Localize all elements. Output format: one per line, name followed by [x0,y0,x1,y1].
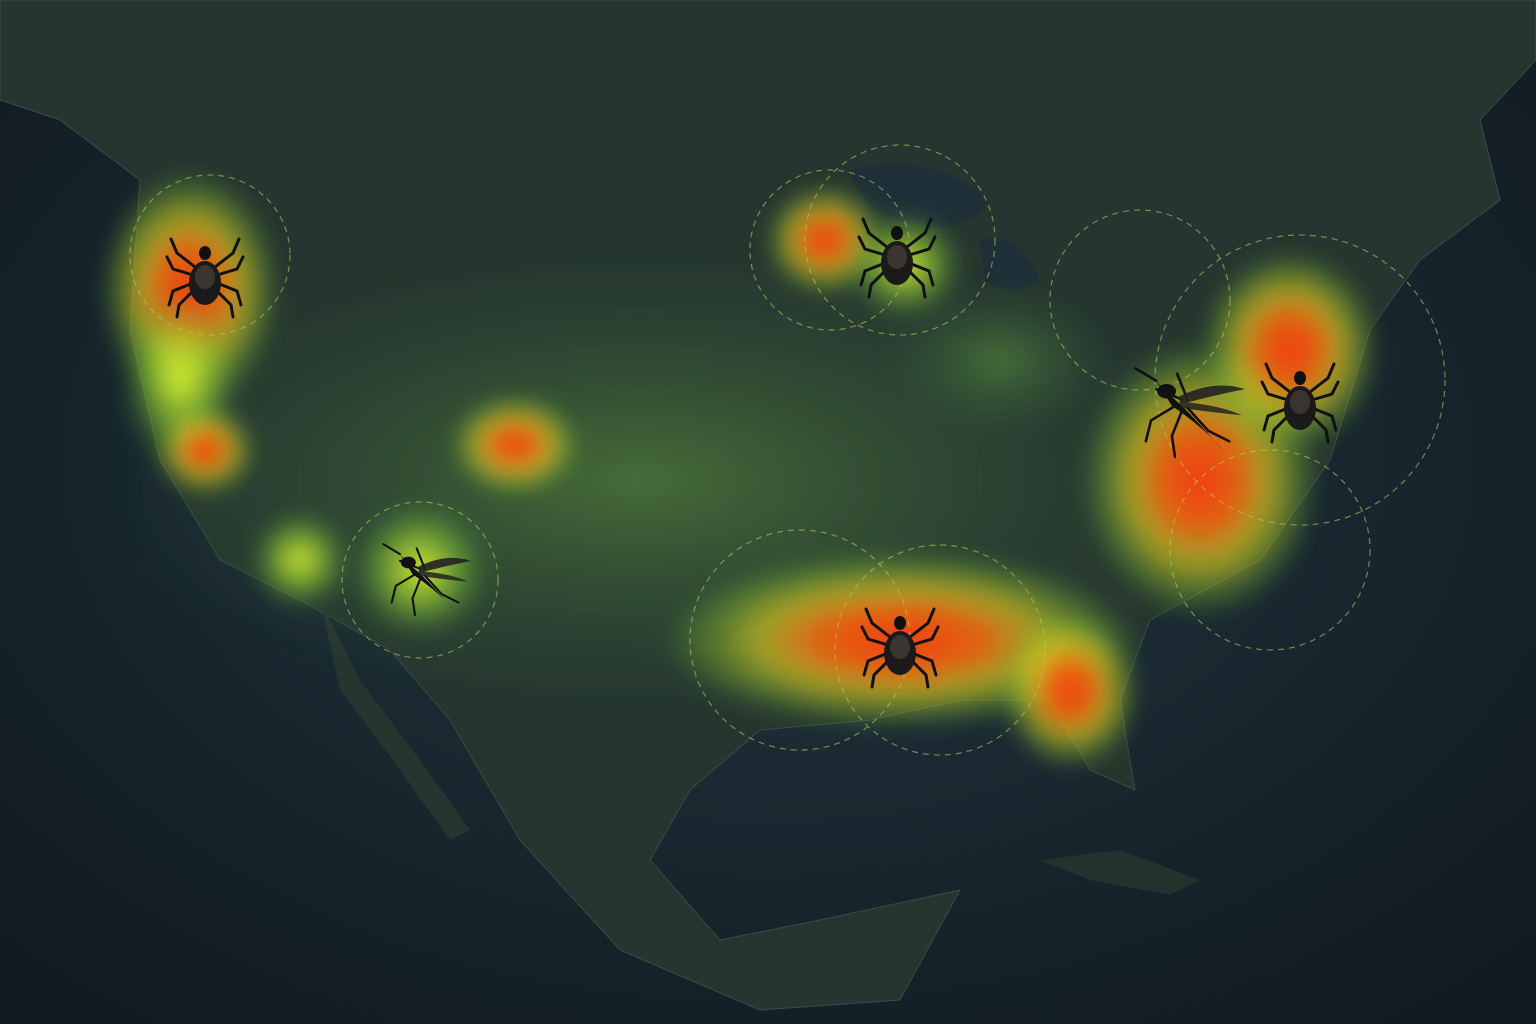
hotspot [1200,250,1380,450]
hotspot [250,510,350,610]
land [1040,850,1200,895]
range-ring [1169,449,1371,651]
range-ring [834,544,1046,756]
range-ring [341,501,499,659]
range-ring [1049,209,1231,391]
land [320,600,470,840]
range-ring [129,174,291,336]
range-ring [749,169,911,331]
lakes [850,164,1040,290]
range-rings [129,144,1446,756]
hotspot [450,395,580,495]
hotspot [880,280,1120,440]
hotspot [1000,610,1140,770]
range-ring [804,144,996,336]
hotspot [155,405,255,495]
